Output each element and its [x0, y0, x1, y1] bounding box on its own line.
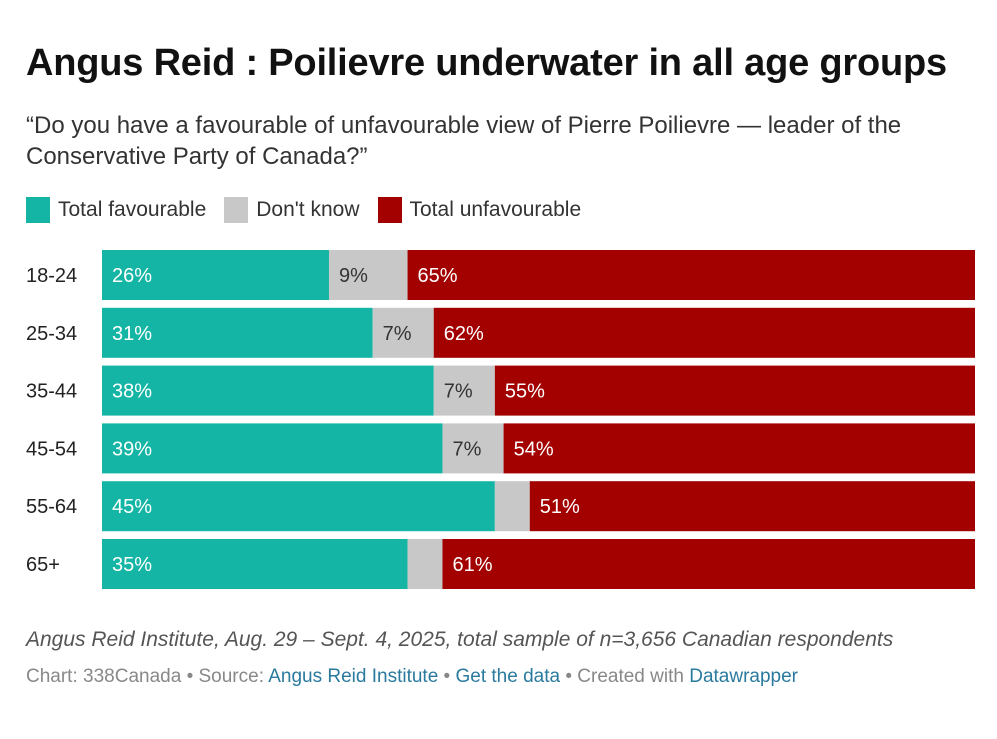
footer-credit: Chart: 338Canada: [26, 666, 182, 687]
legend-item-dont-know: Don't know: [224, 197, 360, 223]
legend-swatch-favourable: [26, 197, 50, 223]
bar-segment-favourable: [102, 481, 495, 532]
bar-segment-favourable: [102, 307, 373, 358]
footer-separator: •: [443, 666, 451, 687]
data-label-unfavourable: 55%: [505, 381, 545, 403]
bar-segment-unfavourable: [494, 365, 975, 416]
bar-segment-favourable: [102, 423, 443, 474]
data-label-unfavourable: 51%: [540, 496, 580, 518]
bar-segment-favourable: [102, 250, 329, 300]
data-label-dont-know: 7%: [452, 438, 481, 460]
category-label: 18-24: [26, 265, 77, 287]
legend-swatch-unfavourable: [377, 197, 402, 223]
bar-segment-dont-know: [372, 307, 434, 358]
bar-segment-unfavourable: [503, 423, 975, 474]
bar-segment-dont-know: [494, 481, 530, 532]
legend-item-favourable: Total favourable: [26, 197, 206, 223]
category-label: 45-54: [26, 438, 77, 460]
footer-separator: •: [186, 666, 194, 687]
footer-source-label: Source:: [198, 666, 264, 687]
chart-footer: Chart: 338Canada • Source: Angus Reid In…: [26, 666, 798, 688]
bar-segment-dont-know: [442, 423, 504, 474]
legend-item-unfavourable: Total unfavourable: [377, 197, 582, 223]
data-label-unfavourable: 61%: [452, 554, 492, 576]
legend-label-favourable: Total favourable: [58, 198, 207, 221]
category-label: 35-44: [26, 381, 77, 403]
bar-segment-favourable: [102, 539, 408, 589]
legend-swatch-dont-know: [224, 197, 249, 223]
category-label: 55-64: [26, 496, 77, 518]
data-label-dont-know: 7%: [383, 323, 412, 345]
source-link[interactable]: Angus Reid Institute: [268, 666, 439, 687]
legend: Total favourable Don't know Total unfavo…: [26, 197, 599, 223]
chart-subtitle: “Do you have a favourable of unfavourabl…: [26, 112, 902, 170]
footer-separator: •: [565, 666, 572, 687]
bar-segment-unfavourable: [433, 307, 975, 358]
bar-segment-unfavourable: [529, 481, 975, 532]
data-label-unfavourable: 62%: [444, 323, 484, 345]
legend-label-dont-know: Don't know: [256, 198, 360, 221]
footer-created-with: Created with: [577, 666, 684, 687]
data-label-favourable: 38%: [112, 381, 152, 403]
data-label-unfavourable: 65%: [418, 265, 458, 287]
category-label: 65+: [26, 554, 60, 576]
datawrapper-link[interactable]: Datawrapper: [689, 666, 799, 687]
bar-segment-dont-know: [328, 250, 408, 300]
data-label-unfavourable: 54%: [514, 438, 554, 460]
data-label-dont-know: 9%: [339, 265, 368, 287]
data-label-dont-know: 7%: [444, 381, 473, 403]
data-label-favourable: 35%: [112, 554, 152, 576]
get-data-link[interactable]: Get the data: [455, 666, 561, 687]
data-label-favourable: 45%: [112, 496, 152, 518]
chart-note: Angus Reid Institute, Aug. 29 – Sept. 4,…: [26, 628, 894, 651]
stacked-bar-chart: 18-24 26% 9% 65% 25-34 31% 7% 62% 35-44 38% 7% 55% 4…: [26, 250, 976, 589]
bar-segment-unfavourable: [407, 250, 975, 300]
bar-segment-dont-know: [407, 539, 443, 589]
bar-segment-dont-know: [433, 365, 495, 416]
data-label-favourable: 31%: [112, 323, 152, 345]
chart-title: Angus Reid : Poilievre underwater in all…: [26, 42, 947, 84]
legend-label-unfavourable: Total unfavourable: [409, 198, 582, 221]
data-label-favourable: 39%: [112, 438, 152, 460]
category-label: 25-34: [26, 323, 77, 345]
data-label-favourable: 26%: [112, 265, 152, 287]
bar-segment-unfavourable: [442, 539, 976, 589]
bar-segment-favourable: [102, 365, 434, 416]
